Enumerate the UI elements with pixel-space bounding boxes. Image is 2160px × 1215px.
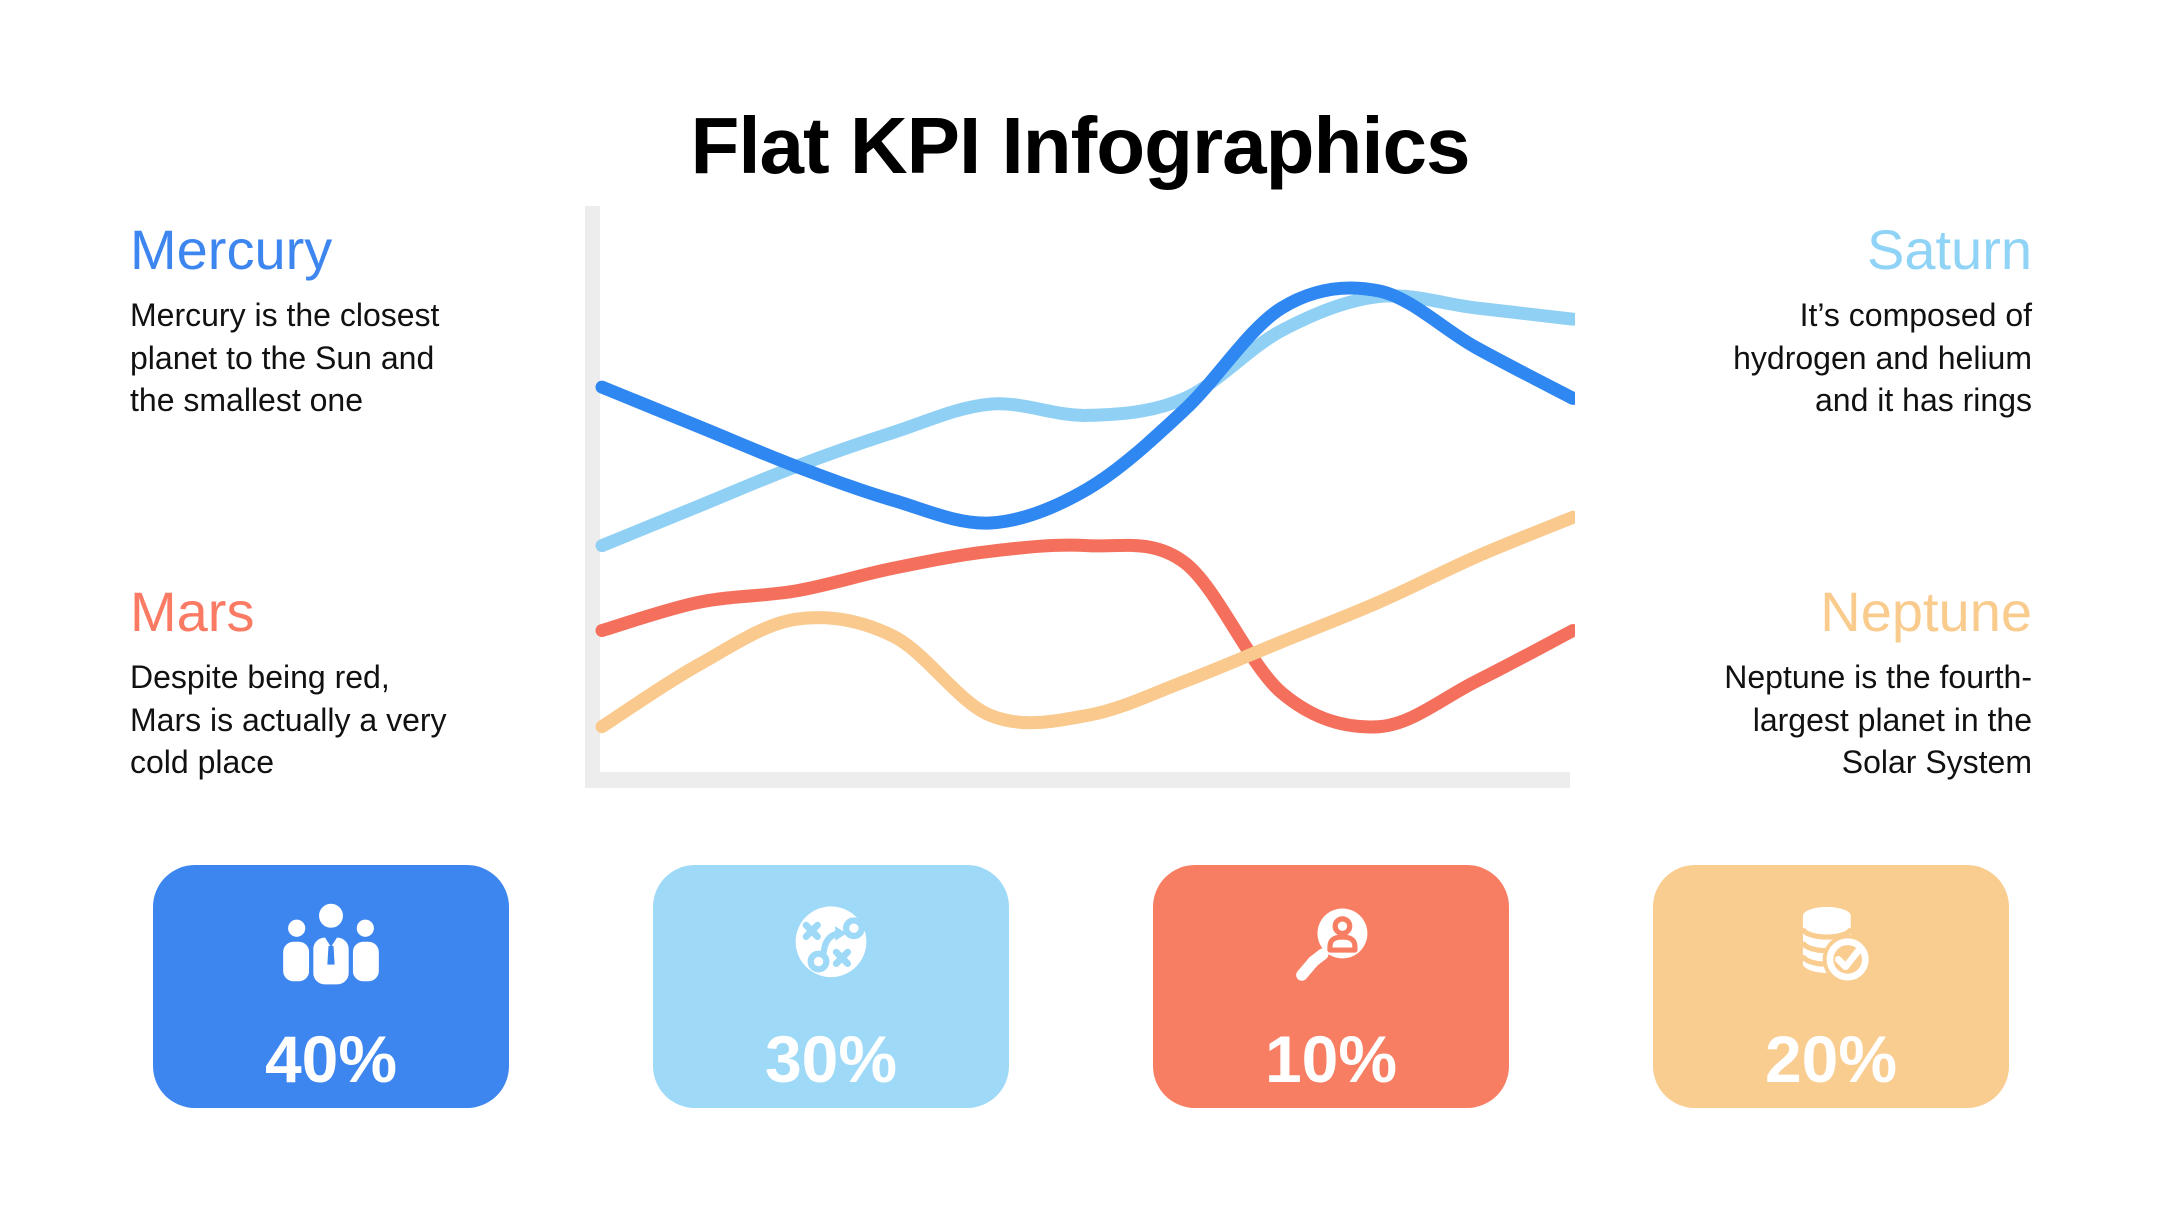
- candidate-search-icon: [1296, 908, 1368, 981]
- note-mercury: Mercury Mercury is the closest planet to…: [130, 218, 560, 421]
- kpi-card-strategy: 30%: [653, 865, 1009, 1108]
- series-neptune-line: [595, 510, 1575, 734]
- note-saturn: Saturn It’s composed of hydrogen and hel…: [1602, 218, 2032, 421]
- note-neptune-heading: Neptune: [1820, 580, 2032, 643]
- chart-y-axis: [585, 206, 600, 788]
- note-mars-body: Despite being red, Mars is actually a ve…: [130, 659, 447, 780]
- note-saturn-heading: Saturn: [1867, 218, 2032, 281]
- chart-lines: [595, 281, 1575, 734]
- kpi-line-chart: [585, 206, 1575, 788]
- team-icon: [283, 899, 379, 989]
- note-neptune: Neptune Neptune is the fourth- largest p…: [1602, 580, 2032, 783]
- series-saturn-line: [595, 289, 1575, 553]
- kpi-cards-row: 40% 30% 10%: [153, 865, 2009, 1108]
- series-mars-line: [595, 538, 1575, 734]
- kpi-card-team: 40%: [153, 865, 509, 1108]
- kpi-value-candidate-search: 10%: [1264, 1022, 1398, 1096]
- kpi-value-team: 40%: [264, 1022, 398, 1096]
- note-mercury-body: Mercury is the closest planet to the Sun…: [130, 297, 440, 418]
- kpi-card-candidate-search: 10%: [1153, 865, 1509, 1108]
- series-mercury-line: [595, 281, 1575, 530]
- strategy-icon: [795, 906, 867, 978]
- note-mars: Mars Despite being red, Mars is actually…: [130, 580, 560, 783]
- page-title: Flat KPI Infographics: [690, 101, 1470, 190]
- note-mars-heading: Mars: [130, 580, 255, 643]
- chart-x-axis: [585, 772, 1570, 788]
- note-mercury-heading: Mercury: [130, 218, 333, 281]
- kpi-value-database-check: 20%: [1764, 1022, 1898, 1096]
- note-neptune-body: Neptune is the fourth- largest planet in…: [1724, 659, 2032, 780]
- note-saturn-body: It’s composed of hydrogen and helium and…: [1733, 297, 2032, 418]
- kpi-card-database-check: 20%: [1653, 865, 2009, 1108]
- database-check-icon: [1800, 906, 1873, 985]
- kpi-value-strategy: 30%: [764, 1022, 898, 1096]
